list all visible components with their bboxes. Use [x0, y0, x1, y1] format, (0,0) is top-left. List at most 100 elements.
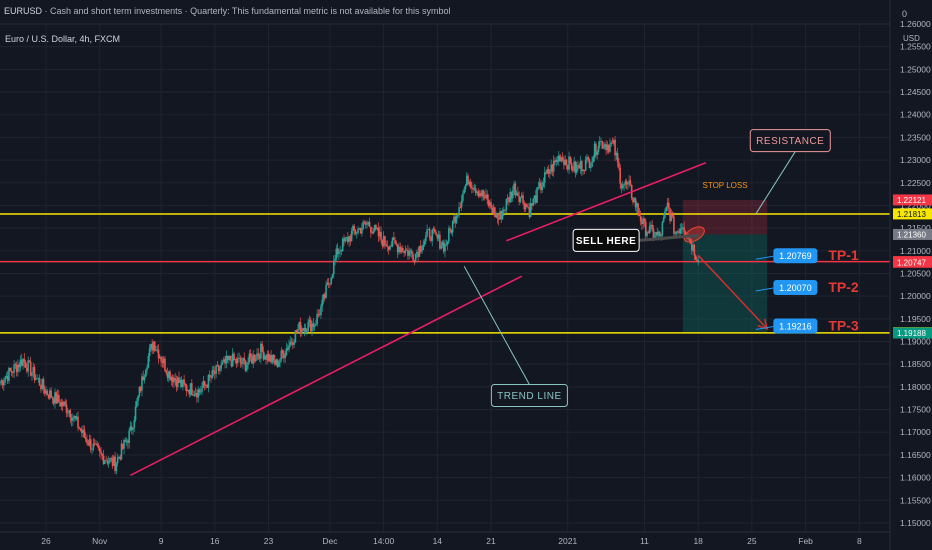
candle-body [230, 360, 233, 367]
candle-body [260, 343, 262, 359]
candle-body [696, 260, 698, 262]
candle-body [288, 345, 290, 350]
candle-body [451, 220, 454, 233]
candle-body [216, 365, 219, 367]
candle-body [29, 361, 32, 376]
candle-body [563, 159, 565, 165]
candle-body [662, 217, 665, 223]
candle-body [205, 384, 207, 386]
candle-body [300, 328, 303, 334]
candle-body [220, 364, 223, 369]
candle-body [350, 231, 353, 242]
candle-body [582, 169, 584, 172]
candle-body [55, 392, 58, 404]
candle-body [167, 371, 170, 378]
candle-body [462, 193, 464, 201]
candle-body [370, 226, 372, 233]
candle-body [46, 390, 49, 395]
currency-label[interactable]: USD [903, 34, 920, 43]
candle-body [120, 443, 123, 460]
candle-body [345, 237, 348, 238]
candle-body [318, 314, 321, 316]
candle-body [3, 382, 5, 386]
candle-body [634, 198, 637, 208]
candle-body [238, 358, 240, 359]
time-tick-label: 14 [433, 536, 443, 546]
candle-body [485, 194, 487, 199]
candle-body [638, 213, 641, 217]
price-tag [893, 228, 932, 240]
candle-body [589, 167, 592, 168]
candle-body [347, 237, 349, 242]
candle-body [339, 250, 341, 252]
candle-body [500, 211, 503, 220]
candle-body [171, 376, 174, 383]
candle-body [75, 416, 78, 419]
candle-body [185, 385, 188, 391]
candle-body [257, 353, 260, 356]
candle-body [189, 383, 192, 395]
candle-body [483, 196, 486, 199]
symbol-label[interactable]: EURUSD [4, 6, 43, 16]
candle-body [188, 390, 191, 395]
candle-body [600, 141, 602, 142]
candle-body [416, 252, 418, 254]
candle-body [9, 368, 12, 371]
candle-body [299, 322, 302, 334]
candle-body [150, 344, 152, 349]
candle-body [118, 456, 120, 458]
candle-body [471, 187, 473, 189]
candle-body [697, 259, 699, 262]
candle-body [445, 244, 448, 246]
candle-body [280, 350, 283, 360]
candle-body [534, 195, 537, 203]
candle-body [467, 175, 469, 185]
candle-body [480, 193, 482, 197]
candle-body [621, 186, 624, 189]
candle-body [670, 214, 673, 222]
candle-body [263, 355, 266, 360]
candle-body [309, 319, 312, 332]
candle-body [426, 229, 428, 236]
callout-pointer [755, 151, 796, 215]
price-tick-label: 1.25000 [900, 64, 931, 74]
candle-body [419, 246, 422, 252]
time-tick-label: 2021 [558, 536, 577, 546]
candle-body [568, 156, 570, 170]
candle-body [400, 248, 403, 252]
candle-body [482, 190, 485, 197]
candle-body [533, 195, 536, 200]
target-pointer [755, 287, 774, 292]
candle-body [176, 377, 179, 388]
candle-body [371, 232, 373, 234]
candle-body [20, 359, 23, 366]
candle-body [233, 353, 235, 360]
candle-body [219, 368, 221, 372]
candle-body [393, 237, 395, 241]
price-tag-label: 1.19188 [897, 329, 926, 338]
candle-body [604, 144, 606, 148]
candle-body [618, 162, 620, 168]
candle-body [0, 382, 1, 384]
candle-body [147, 356, 150, 368]
candle-body [506, 197, 509, 200]
candle-body [448, 228, 450, 242]
candle-body [334, 258, 336, 262]
candle-body [596, 151, 598, 156]
candle-body [253, 354, 256, 362]
candle-body [523, 203, 526, 210]
candle-body [45, 390, 47, 394]
candle-body [409, 250, 412, 252]
price-tick-label: 1.24000 [900, 110, 931, 120]
candle-body [459, 207, 462, 209]
candle-body [518, 196, 520, 203]
candle-body [258, 355, 261, 359]
candle-body [338, 251, 340, 255]
candle-body [5, 375, 8, 379]
candle-body [353, 225, 356, 231]
candle-body [139, 387, 142, 391]
candle-body [514, 183, 517, 196]
candle-body [128, 430, 130, 443]
time-tick-label: Feb [798, 536, 813, 546]
candle-body [601, 141, 604, 149]
